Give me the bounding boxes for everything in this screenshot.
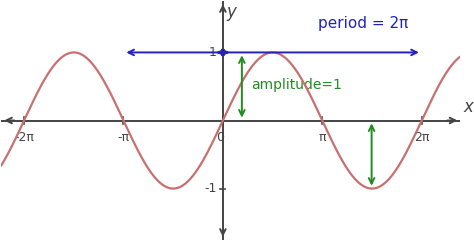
Text: 0: 0 [216, 131, 224, 144]
Text: -2π: -2π [14, 131, 34, 144]
Text: -π: -π [118, 131, 129, 144]
Text: 2π: 2π [414, 131, 429, 144]
Text: period = 2π: period = 2π [318, 16, 408, 31]
Text: amplitude=1: amplitude=1 [251, 78, 342, 92]
Text: y: y [227, 3, 237, 21]
Text: 1: 1 [209, 46, 217, 59]
Text: x: x [464, 98, 473, 116]
Text: π: π [319, 131, 326, 144]
Text: -1: -1 [204, 182, 217, 195]
